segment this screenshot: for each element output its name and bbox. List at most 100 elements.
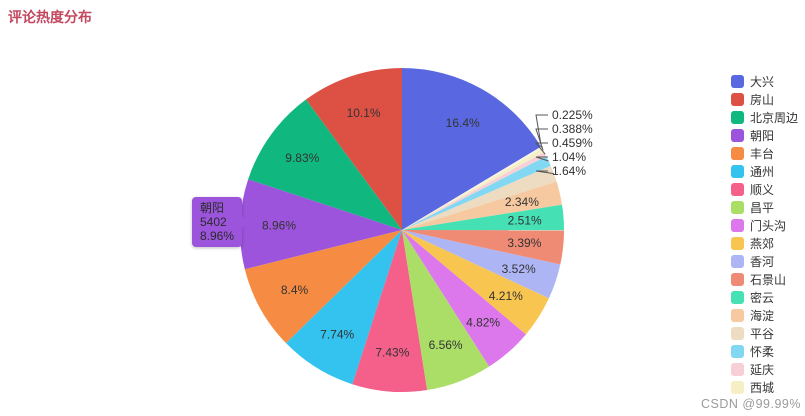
legend-item-5[interactable]: 通州 bbox=[731, 164, 798, 179]
pie-slice-15[interactable] bbox=[402, 156, 551, 230]
tooltip-value: 5402 bbox=[200, 215, 227, 229]
legend-swatch-icon bbox=[731, 128, 744, 142]
legend-label: 朝阳 bbox=[750, 128, 775, 143]
pie-label: 8.4% bbox=[281, 283, 309, 297]
legend-item-8[interactable]: 门头沟 bbox=[731, 218, 798, 233]
legend-item-3[interactable]: 朝阳 bbox=[731, 128, 798, 143]
pie-slice-9[interactable] bbox=[402, 230, 549, 335]
pie-label: 4.21% bbox=[489, 289, 523, 303]
legend-label: 顺义 bbox=[750, 182, 775, 197]
pie-label: 9.83% bbox=[285, 151, 319, 165]
legend-swatch-icon bbox=[731, 308, 744, 322]
tooltip-arrow-icon bbox=[242, 216, 249, 228]
legend-item-16[interactable]: 延庆 bbox=[731, 362, 798, 377]
pie-label: 8.96% bbox=[262, 219, 296, 233]
label-line bbox=[535, 170, 554, 175]
pie-slice-18[interactable] bbox=[402, 146, 543, 230]
legend-item-0[interactable]: 大兴 bbox=[731, 74, 798, 89]
legend-item-2[interactable]: 北京周边 bbox=[731, 110, 799, 125]
legend-label: 海淀 bbox=[750, 308, 775, 323]
label-line bbox=[535, 156, 549, 162]
legend-swatch-icon bbox=[731, 146, 744, 160]
legend-label: 平谷 bbox=[750, 326, 775, 341]
legend-swatch-icon bbox=[731, 362, 744, 376]
legend-label: 燕郊 bbox=[750, 236, 775, 251]
pie-label: 3.52% bbox=[502, 262, 536, 276]
legend-label: 北京周边 bbox=[750, 110, 799, 125]
legend-label: 密云 bbox=[750, 290, 775, 305]
pie-slice-6[interactable] bbox=[352, 230, 428, 393]
tooltip: 朝阳 5402 8.96% bbox=[192, 197, 249, 247]
pie-label: 3.39% bbox=[507, 236, 541, 250]
label-line bbox=[534, 142, 548, 155]
pie-slice-3[interactable] bbox=[240, 179, 402, 270]
pie-label: 2.34% bbox=[505, 195, 539, 209]
legend-label: 大兴 bbox=[750, 74, 775, 89]
legend-swatch-icon bbox=[731, 236, 744, 250]
pie-label: 7.43% bbox=[375, 346, 409, 360]
pie-label: 16.4% bbox=[446, 116, 480, 130]
legend-swatch-icon bbox=[731, 272, 744, 286]
legend-item-4[interactable]: 丰台 bbox=[731, 146, 798, 161]
legend-label: 香河 bbox=[750, 254, 775, 269]
legend-swatch-icon bbox=[731, 344, 744, 358]
legend-item-15[interactable]: 怀柔 bbox=[731, 344, 798, 359]
pie-label: 7.74% bbox=[320, 328, 354, 342]
legend: 大兴房山北京周边朝阳丰台通州顺义昌平门头沟燕郊香河石景山密云海淀平谷怀柔延庆西城 bbox=[731, 74, 798, 398]
watermark: CSDN @99.99% bbox=[701, 397, 801, 411]
pie-label: 0.225% bbox=[552, 108, 593, 122]
pie-slice-7[interactable] bbox=[402, 230, 490, 391]
pie-slice-12[interactable] bbox=[402, 204, 565, 231]
legend-swatch-icon bbox=[731, 110, 744, 124]
legend-item-7[interactable]: 昌平 bbox=[731, 200, 798, 215]
legend-swatch-icon bbox=[731, 74, 744, 88]
legend-label: 石景山 bbox=[750, 272, 787, 287]
pie-label: 10.1% bbox=[347, 106, 381, 120]
legend-item-14[interactable]: 平谷 bbox=[731, 326, 798, 341]
legend-item-11[interactable]: 石景山 bbox=[731, 272, 798, 287]
legend-swatch-icon bbox=[731, 164, 744, 178]
pie-slice-10[interactable] bbox=[402, 230, 561, 299]
pie-slice-16[interactable] bbox=[402, 152, 547, 230]
legend-item-9[interactable]: 燕郊 bbox=[731, 236, 798, 251]
pie-label: 1.64% bbox=[552, 164, 586, 178]
pie-slice-4[interactable] bbox=[244, 230, 402, 344]
pie-slice-11[interactable] bbox=[402, 230, 564, 265]
pie-label: 2.51% bbox=[508, 213, 542, 227]
legend-label: 房山 bbox=[750, 92, 775, 107]
pie-label: 4.82% bbox=[466, 316, 500, 330]
pie-slice-17[interactable] bbox=[402, 148, 545, 230]
legend-item-6[interactable]: 顺义 bbox=[731, 182, 798, 197]
pie-slice-0[interactable] bbox=[402, 68, 541, 230]
legend-item-10[interactable]: 香河 bbox=[731, 254, 798, 269]
legend-item-17[interactable]: 西城 bbox=[731, 380, 798, 395]
legend-label: 门头沟 bbox=[750, 218, 787, 233]
legend-swatch-icon bbox=[731, 200, 744, 214]
legend-swatch-icon bbox=[731, 326, 744, 340]
pie-slice-1[interactable] bbox=[305, 68, 402, 230]
legend-swatch-icon bbox=[731, 254, 744, 268]
pie-slice-8[interactable] bbox=[402, 230, 526, 367]
legend-swatch-icon bbox=[731, 290, 744, 304]
label-line bbox=[535, 114, 548, 148]
legend-label: 丰台 bbox=[750, 146, 775, 161]
pie-label: 0.388% bbox=[552, 122, 593, 136]
legend-label: 昌平 bbox=[750, 200, 775, 215]
legend-item-1[interactable]: 房山 bbox=[731, 92, 798, 107]
legend-label: 延庆 bbox=[750, 362, 775, 377]
pie-slice-13[interactable] bbox=[402, 181, 563, 230]
legend-label: 通州 bbox=[750, 164, 775, 179]
pie-label: 6.56% bbox=[429, 338, 463, 352]
pie-slice-2[interactable] bbox=[248, 99, 402, 230]
legend-item-13[interactable]: 海淀 bbox=[731, 308, 798, 323]
tooltip-name: 朝阳 bbox=[200, 201, 225, 215]
legend-label: 西城 bbox=[750, 380, 775, 395]
pie-label: 1.04% bbox=[552, 150, 586, 164]
legend-item-12[interactable]: 密云 bbox=[731, 290, 798, 305]
pie-slice-5[interactable] bbox=[286, 230, 402, 385]
legend-swatch-icon bbox=[731, 92, 744, 106]
legend-label: 怀柔 bbox=[750, 344, 775, 359]
pie-slice-14[interactable] bbox=[402, 165, 557, 230]
